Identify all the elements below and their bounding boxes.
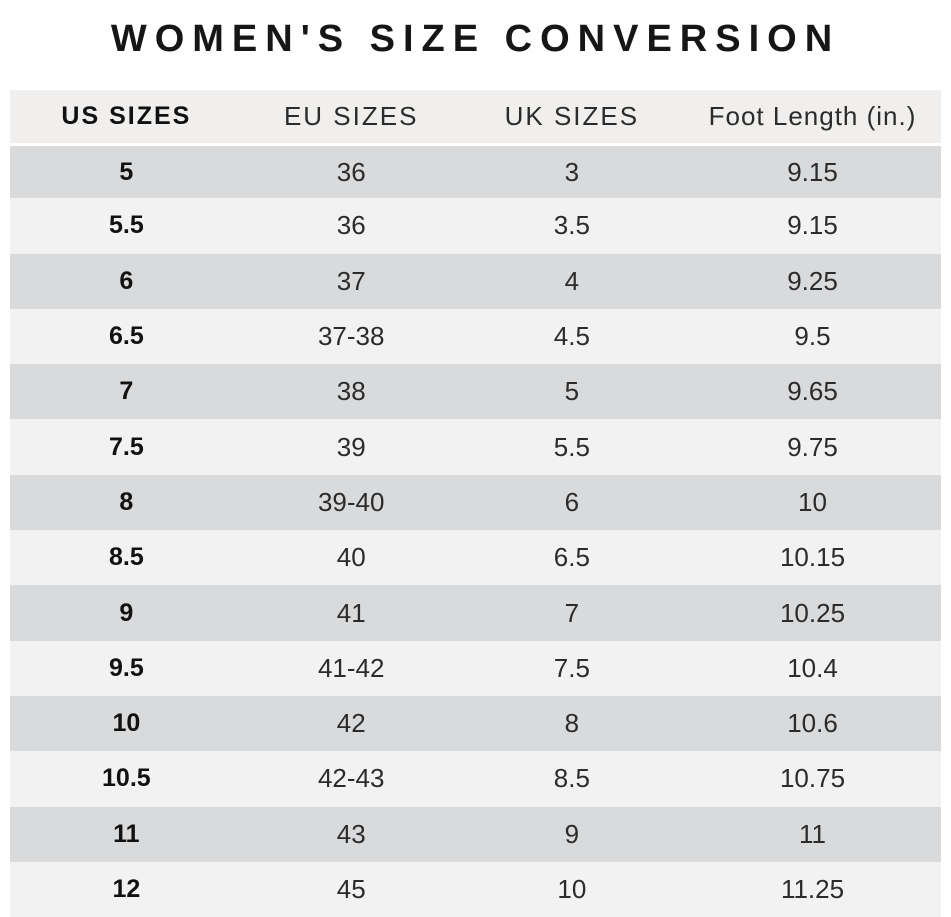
- table-header-row: US SIZES EU SIZES UK SIZES Foot Length (…: [10, 90, 941, 143]
- foot-length-cell: 9.15: [787, 156, 838, 187]
- eu-size-cell: 45: [336, 874, 366, 904]
- us-size-cell: 10: [112, 709, 141, 738]
- uk-size-cell: 6: [564, 486, 580, 517]
- uk-size-cell: 8: [564, 708, 580, 739]
- foot-length-cell: 10.25: [779, 597, 846, 628]
- eu-size-cell: 42: [336, 708, 366, 739]
- foot-length-cell: 10.75: [779, 763, 846, 794]
- uk-size-cell: 3: [564, 156, 580, 187]
- eu-size-cell: 39: [336, 431, 366, 462]
- column-header-uk-sizes: UK SIZES: [504, 101, 640, 131]
- uk-size-cell: 3.5: [553, 210, 590, 241]
- foot-length-cell: 10.4: [787, 652, 838, 683]
- column-header-foot-length: Foot Length (in.): [708, 101, 917, 131]
- foot-length-cell: 10: [798, 486, 827, 517]
- eu-size-cell: 38: [336, 376, 366, 407]
- table-row: 10 42 8 10.6: [10, 695, 941, 752]
- us-size-cell: 9.5: [108, 653, 144, 682]
- us-size-cell: 5: [119, 157, 134, 186]
- uk-size-cell: 7: [564, 597, 580, 628]
- table-row: 6.5 37-38 4.5 9.5: [10, 308, 941, 365]
- uk-size-cell: 4: [564, 265, 580, 296]
- table-row: 8 39-40 6 10: [10, 474, 941, 531]
- table-row: 6 37 4 9.25: [10, 253, 941, 309]
- foot-length-cell: 11: [799, 818, 826, 849]
- size-conversion-table: US SIZES EU SIZES UK SIZES Foot Length (…: [10, 90, 941, 917]
- eu-size-cell: 37: [336, 265, 366, 296]
- uk-size-cell: 6.5: [553, 542, 590, 573]
- column-header-eu-sizes: EU SIZES: [283, 101, 419, 131]
- eu-size-cell: 39-40: [317, 486, 385, 517]
- foot-length-cell: 9.65: [787, 376, 838, 407]
- eu-size-cell: 41-42: [317, 652, 385, 683]
- table-row: 5 36 3 9.15: [10, 143, 941, 199]
- table-body: 5 36 3 9.15 5.5 36 3.5 9.15 6 37 4 9.25 6.5 37-38 4.5 9…: [10, 143, 941, 917]
- table-row: 8.5 40 6.5 10.15: [10, 530, 941, 586]
- eu-size-cell: 36: [336, 210, 366, 241]
- table-row: 5.5 36 3.5 9.15: [10, 198, 941, 254]
- table-row: 10.5 42-43 8.5 10.75: [10, 751, 941, 807]
- column-header-us-sizes: US SIZES: [61, 102, 192, 130]
- page-title: WOMEN'S SIZE CONVERSION: [110, 18, 841, 60]
- foot-length-cell: 9.15: [787, 210, 838, 241]
- table-row: 7.5 39 5.5 9.75: [10, 419, 941, 475]
- table-row: 12 45 10 11.25: [10, 861, 941, 917]
- foot-length-cell: 11.25: [780, 874, 845, 904]
- uk-size-cell: 10: [557, 874, 587, 904]
- table-row: 9 41 7 10.25: [10, 585, 941, 641]
- eu-size-cell: 41: [336, 597, 366, 628]
- foot-length-cell: 10.15: [779, 542, 846, 573]
- eu-size-cell: 37-38: [317, 321, 385, 352]
- eu-size-cell: 42-43: [317, 763, 385, 794]
- us-size-cell: 10.5: [102, 764, 151, 793]
- us-size-cell: 8.5: [108, 543, 144, 572]
- eu-size-cell: 36: [336, 156, 366, 187]
- us-size-cell: 11: [113, 819, 140, 848]
- foot-length-cell: 10.6: [787, 708, 838, 739]
- us-size-cell: 5.5: [108, 211, 144, 240]
- us-size-cell: 7: [119, 377, 134, 406]
- us-size-cell: 9: [119, 598, 134, 627]
- eu-size-cell: 40: [336, 542, 366, 573]
- uk-size-cell: 9: [564, 818, 580, 849]
- foot-length-cell: 9.5: [794, 321, 831, 352]
- uk-size-cell: 7.5: [553, 652, 590, 683]
- table-row: 11 43 9 11: [10, 806, 941, 862]
- uk-size-cell: 5: [564, 376, 580, 407]
- uk-size-cell: 8.5: [553, 763, 590, 794]
- us-size-cell: 6.5: [108, 322, 144, 351]
- us-size-cell: 12: [112, 875, 141, 903]
- uk-size-cell: 4.5: [553, 321, 590, 352]
- us-size-cell: 7.5: [108, 432, 144, 461]
- table-row: 9.5 41-42 7.5 10.4: [10, 640, 941, 696]
- us-size-cell: 6: [119, 266, 134, 295]
- eu-size-cell: 43: [336, 818, 366, 849]
- us-size-cell: 8: [119, 487, 134, 516]
- uk-size-cell: 5.5: [553, 431, 590, 462]
- foot-length-cell: 9.75: [787, 431, 838, 462]
- table-row: 7 38 5 9.65: [10, 364, 941, 420]
- foot-length-cell: 9.25: [787, 265, 838, 296]
